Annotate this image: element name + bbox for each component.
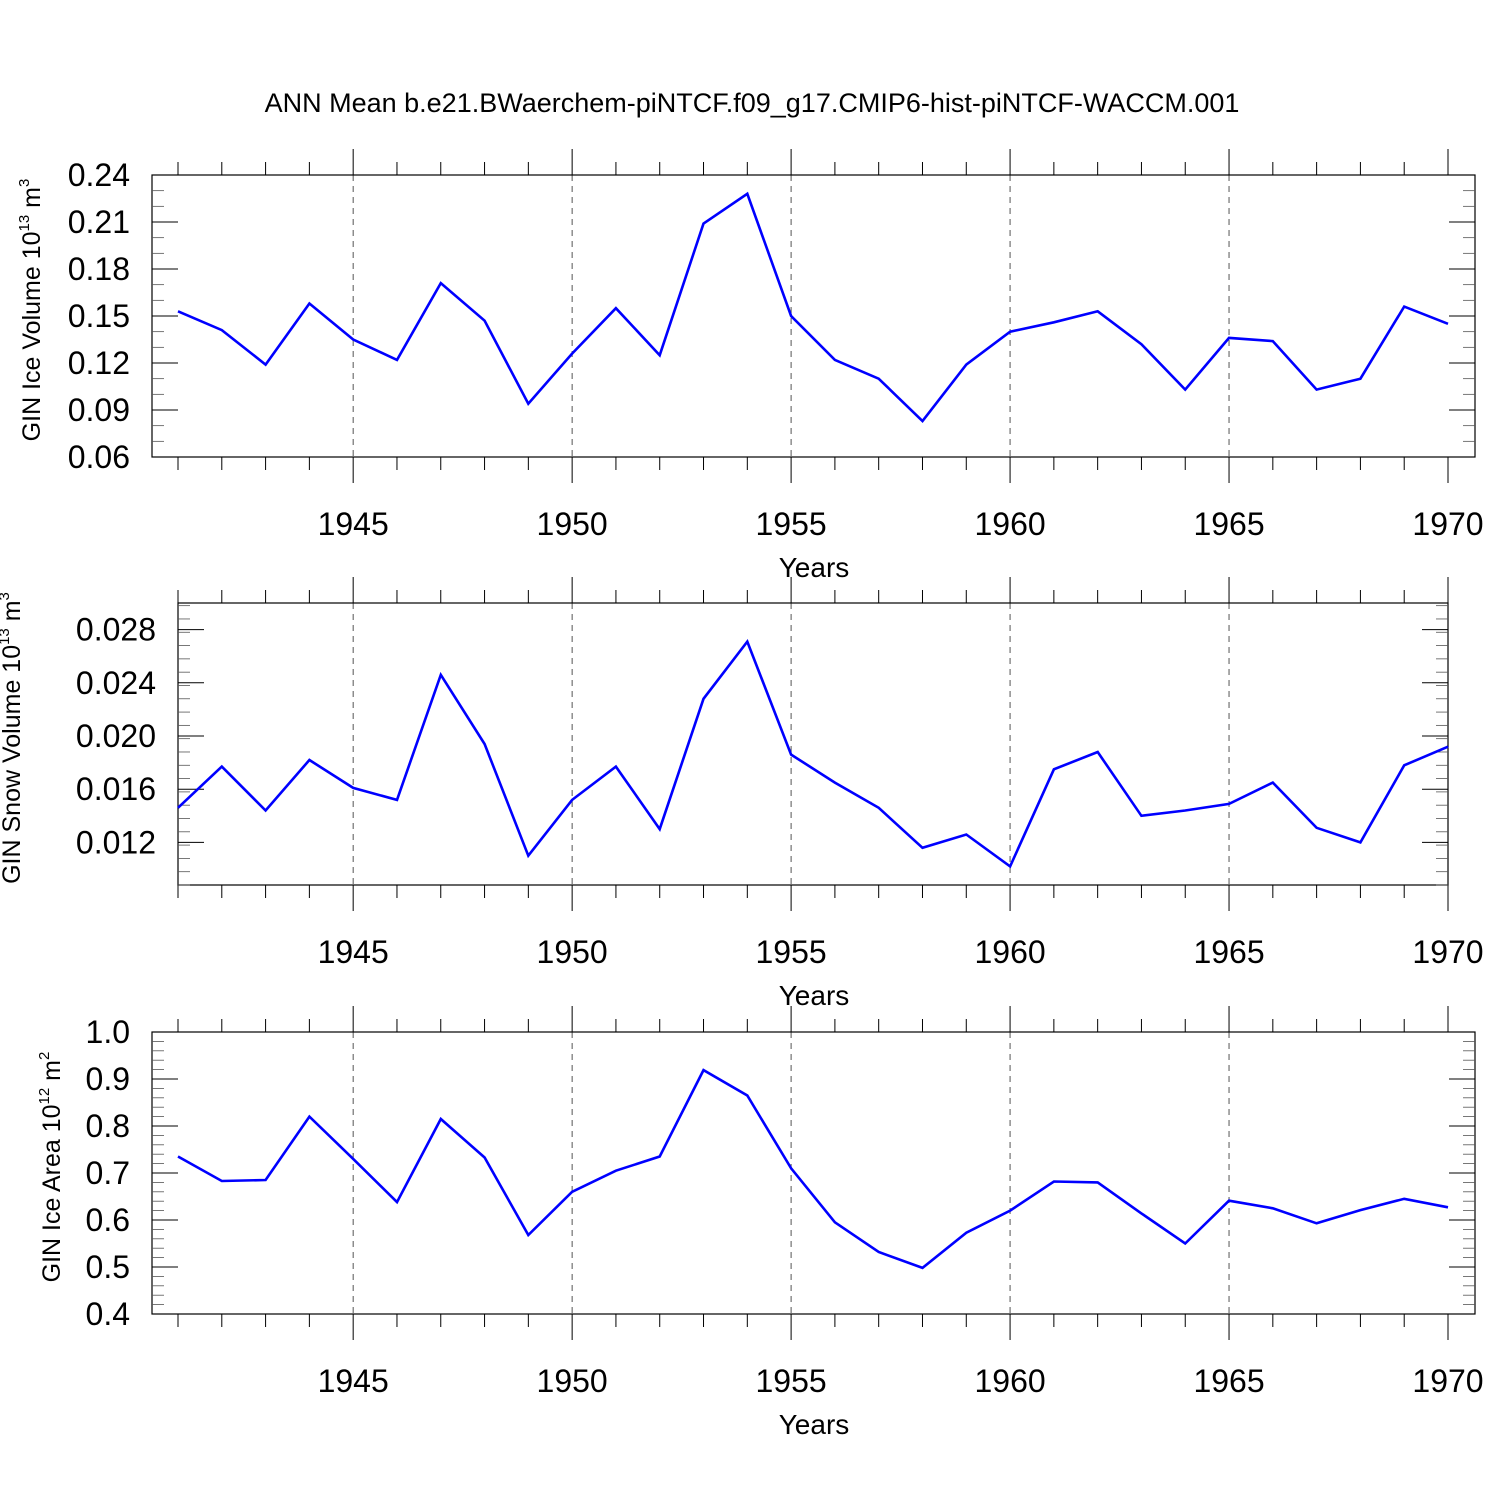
y-tick-label: 1.0 bbox=[86, 1014, 130, 1050]
plot-frame bbox=[151, 1031, 1476, 1315]
y-tick-label: 0.18 bbox=[68, 251, 130, 287]
plot-frame bbox=[151, 174, 1476, 458]
y-tick-label: 0.024 bbox=[76, 665, 156, 701]
panel-3: 1945 1950 1955 1960 1965 1970 Years 0.4 0.5 0.6 0.… bbox=[36, 1006, 1484, 1440]
x-tick-label: 1970 bbox=[1412, 934, 1483, 970]
x-tick-label: 1970 bbox=[1412, 1363, 1483, 1399]
y-axis-label-unit-exponent: 3 bbox=[16, 179, 33, 187]
x-tick-label: 1955 bbox=[756, 506, 827, 542]
y-axis-label: GIN Snow Volume 1013 m3 bbox=[0, 592, 26, 884]
y-axis-label-exponent: 13 bbox=[16, 215, 33, 232]
x-axis-label: Years bbox=[779, 980, 850, 1011]
chart-title: ANN Mean b.e21.BWaerchem-piNTCF.f09_g17.… bbox=[265, 88, 1240, 118]
panel-1: 1945 1950 1955 1960 1965 1970 Years 0.06 0.09 0.1… bbox=[16, 149, 1484, 583]
y-tick-label: 0.7 bbox=[86, 1155, 130, 1191]
plot-frame bbox=[177, 602, 1449, 886]
y-axis-label-text: GIN Ice Volume 10 bbox=[18, 231, 46, 441]
y-axis-label-unit: m bbox=[18, 187, 46, 215]
y-axis-label-unit-exponent: 2 bbox=[36, 1052, 53, 1060]
y-axis-label-text: GIN Snow Volume 10 bbox=[0, 645, 26, 884]
x-tick-label: 1945 bbox=[318, 506, 389, 542]
x-tick-label: 1960 bbox=[974, 934, 1045, 970]
x-tick-label: 1950 bbox=[537, 1363, 608, 1399]
x-tick-label: 1970 bbox=[1412, 506, 1483, 542]
x-tick-label: 1965 bbox=[1193, 934, 1264, 970]
x-tick-label: 1955 bbox=[756, 1363, 827, 1399]
y-axis-label-exponent: 13 bbox=[0, 628, 13, 645]
y-axis-label-unit: m bbox=[38, 1060, 66, 1088]
x-axis-label: Years bbox=[779, 1409, 850, 1440]
y-tick-label: 0.6 bbox=[86, 1202, 130, 1238]
y-tick-label: 0.8 bbox=[86, 1108, 130, 1144]
y-tick-label: 0.012 bbox=[76, 824, 156, 860]
panel-2: 1945 1950 1955 1960 1965 1970 Years 0.012 0.016 0… bbox=[0, 577, 1484, 1011]
y-axis-label-unit-exponent: 3 bbox=[0, 592, 13, 600]
y-tick-label: 0.016 bbox=[76, 771, 156, 807]
x-tick-label: 1945 bbox=[318, 934, 389, 970]
y-axis-label-text: GIN Ice Area 10 bbox=[38, 1104, 66, 1282]
x-axis-label: Years bbox=[779, 552, 850, 583]
y-tick-label: 0.4 bbox=[86, 1296, 130, 1332]
y-tick-label: 0.24 bbox=[68, 157, 130, 193]
series-line bbox=[177, 1068, 1449, 1270]
y-tick-label: 0.06 bbox=[68, 439, 130, 475]
y-tick-label: 0.9 bbox=[86, 1061, 130, 1097]
x-tick-label: 1965 bbox=[1193, 506, 1264, 542]
y-axis-label: GIN Ice Volume 1013 m3 bbox=[16, 179, 46, 442]
y-tick-label: 0.09 bbox=[68, 392, 130, 428]
y-tick-label: 0.5 bbox=[86, 1249, 130, 1285]
x-tick-label: 1960 bbox=[974, 1363, 1045, 1399]
series-line bbox=[177, 638, 1449, 869]
y-axis-label-exponent: 12 bbox=[36, 1088, 53, 1105]
series-line bbox=[177, 191, 1449, 423]
y-tick-label: 0.12 bbox=[68, 345, 130, 381]
x-tick-label: 1965 bbox=[1193, 1363, 1264, 1399]
y-tick-label: 0.21 bbox=[68, 204, 130, 240]
x-tick-label: 1945 bbox=[318, 1363, 389, 1399]
x-tick-label: 1960 bbox=[974, 506, 1045, 542]
x-tick-label: 1950 bbox=[537, 506, 608, 542]
y-tick-label: 0.15 bbox=[68, 298, 130, 334]
x-tick-label: 1955 bbox=[756, 934, 827, 970]
y-tick-label: 0.028 bbox=[76, 612, 156, 648]
y-tick-label: 0.020 bbox=[76, 718, 156, 754]
y-axis-label-unit: m bbox=[0, 600, 26, 628]
y-axis-label: GIN Ice Area 1012 m2 bbox=[36, 1052, 66, 1283]
x-tick-label: 1950 bbox=[537, 934, 608, 970]
